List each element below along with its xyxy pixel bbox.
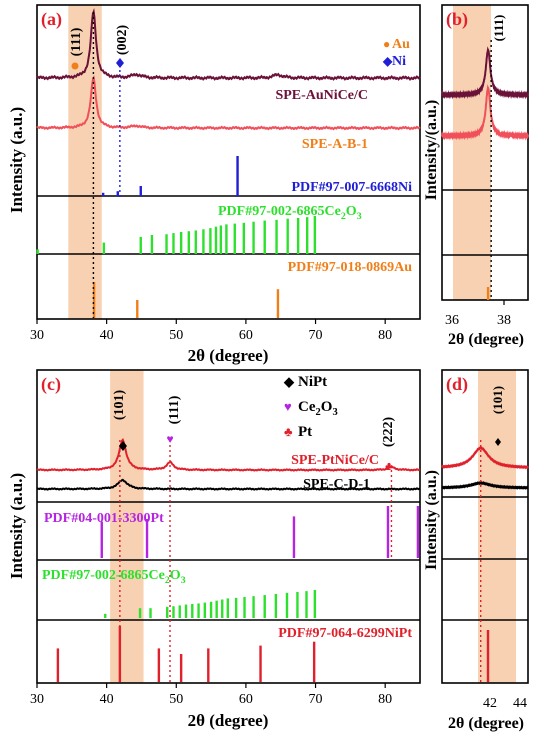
- panel-c-peak-label-222: (222): [381, 417, 396, 448]
- panel-c-legend-label: NiPt: [298, 374, 327, 390]
- panel-c-x-tick-label: 80: [378, 692, 392, 707]
- panel-a-legend-label: Ni: [392, 54, 406, 69]
- panel-c-legend-label: Pt: [298, 424, 312, 440]
- panel-c-legend-icon: ♣: [284, 424, 293, 439]
- panel-a-x-axis-label: 2θ (degree): [188, 346, 269, 365]
- panel-c-peak-label-101: (101): [112, 390, 127, 421]
- panel-a-ref-label-2: PDF#97-018-0869Au: [288, 260, 413, 275]
- panel-c-ref-label-1: PDF#97-002-6865Ce2O3: [42, 568, 186, 586]
- panel-b-trace-1: [441, 84, 529, 141]
- panel-d-x-tick-label: 44: [513, 696, 527, 711]
- panel-d-trace-1: [441, 480, 529, 491]
- panel-a-trace-label-0: SPE-AuNiCe/C: [275, 88, 368, 103]
- panel-d-nipt-marker-icon: [495, 438, 501, 446]
- panel-a-trace-1: [36, 74, 421, 131]
- panel-c-plot-frame: [36, 369, 421, 684]
- panel-a-x-tick-label: 80: [378, 328, 392, 343]
- panel-c-peak-label-111: (111): [167, 395, 182, 424]
- panel-a-ni-marker-icon: [116, 58, 124, 68]
- panel-b-trace-0: [441, 46, 529, 100]
- panel-a-peak-label-111: (111): [69, 27, 84, 56]
- panel-c-legend-label: Ce2O3: [298, 399, 338, 418]
- panel-a-y-axis-label: Intensity (a.u.): [7, 107, 26, 213]
- panel-a-legend-label: Au: [392, 37, 410, 52]
- panel-c-x-tick-label: 40: [100, 692, 114, 707]
- panel-b-y-axis-label: Intensity/(a.u.): [423, 100, 440, 200]
- panel-c-legend-icon: ♥: [284, 399, 292, 414]
- panel-a-plot-frame: [36, 4, 421, 320]
- panel-c-ref-label-2: PDF#97-064-6299NiPt: [278, 626, 412, 641]
- panel-c-ce2o3-marker-icon: ♥: [166, 432, 173, 446]
- panel-c-x-tick-label: 60: [239, 692, 253, 707]
- panel-c-y-axis-label: Intensity (a.u.): [7, 473, 26, 579]
- panel-a-x-tick-label: 60: [239, 328, 253, 343]
- panel-a-trace-label-1: SPE-A-B-1: [302, 137, 368, 152]
- panel-a-x-tick-label: 30: [30, 328, 44, 343]
- panel-b-x-tick-label: 36: [445, 313, 459, 328]
- panel-c-trace-0: [36, 437, 421, 472]
- panel-b-plot-frame: [441, 4, 529, 301]
- panel-a-au-marker-icon: [71, 62, 79, 70]
- panel-a-peak-label-002: (002): [115, 25, 130, 56]
- panel-d-peak-label-101: (101): [490, 386, 505, 414]
- panel-c-pt-marker-icon: ♣: [385, 459, 393, 473]
- panel-c-trace-1: [36, 478, 421, 491]
- panel-c-legend-icon: ◆: [283, 374, 295, 389]
- panel-a-ref-label-1: PDF#97-002-6865Ce2O3: [218, 204, 362, 222]
- panel-a-legend-icon: ●: [383, 37, 390, 51]
- panel-a-legend-icon: ◆: [382, 54, 393, 68]
- panel-d-x-tick-label: 42: [483, 696, 497, 711]
- panel-c-x-axis-label: 2θ (degree): [188, 711, 269, 730]
- panel-a-ref-label-0: PDF#97-007-6668Ni: [291, 180, 412, 195]
- panel-c-x-tick-label: 70: [309, 692, 323, 707]
- panel-c-x-tick-label: 50: [169, 692, 183, 707]
- panel-d-trace-0: [441, 445, 529, 470]
- panel-a-x-tick-label: 70: [309, 328, 323, 343]
- panel-d-y-axis-label: Intensity (a.u.): [423, 470, 440, 570]
- panel-d-letter: (d): [446, 374, 468, 395]
- panel-b-letter: (b): [446, 9, 468, 30]
- panel-d-plot-frame: [441, 369, 529, 684]
- panel-c-highlight-band: [110, 370, 144, 683]
- panel-a-x-tick-label: 50: [169, 328, 183, 343]
- panel-a-letter: (a): [41, 9, 62, 30]
- panel-c-nipt-marker-icon: [119, 441, 127, 451]
- panel-b-x-tick-label: 38: [497, 313, 511, 328]
- panel-b-highlight-band: [453, 5, 491, 300]
- panel-c-x-tick-label: 30: [30, 692, 44, 707]
- panel-a-x-tick-label: 40: [100, 328, 114, 343]
- panel-c-ref-label-0: PDF#04-001-3300Pt: [44, 511, 164, 526]
- panel-a-trace-0: [36, 8, 421, 81]
- panel-b-peak-label-111: (111): [491, 15, 506, 42]
- panel-a-highlight-band: [68, 5, 102, 319]
- panel-c-letter: (c): [41, 374, 61, 395]
- panel-d-highlight-band: [478, 370, 516, 683]
- panel-b-x-axis-label: 2θ (degree): [448, 331, 524, 348]
- panel-c-trace-label-1: SPE-C-D-1: [303, 477, 370, 492]
- panel-d-x-axis-label: 2θ (degree): [448, 715, 524, 732]
- panel-c-trace-label-0: SPE-PtNiCe/C: [291, 453, 379, 468]
